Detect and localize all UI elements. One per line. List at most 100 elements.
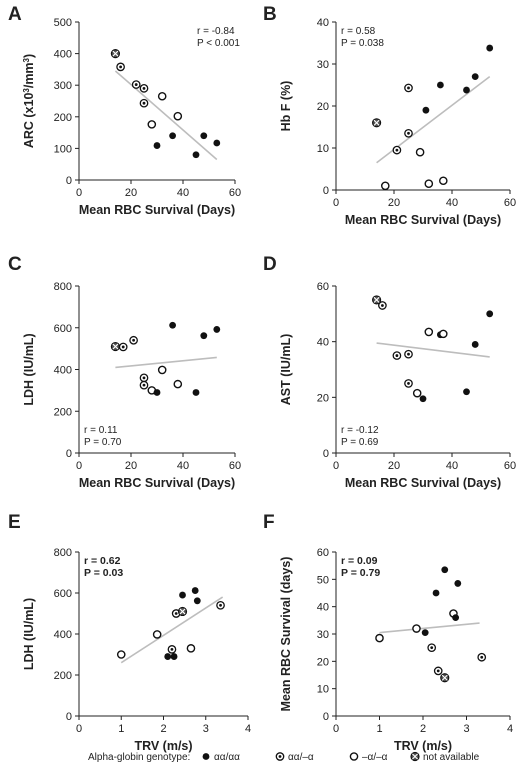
marker-open-circle [173,111,183,121]
x-tick-label: 60 [504,197,516,209]
data-point [463,86,470,94]
marker-filled-dot [437,81,444,89]
y-tick-label: 30 [317,629,329,641]
y-axis-title: Hb F (%) [279,81,293,132]
data-point [147,120,157,129]
data-point [186,644,196,653]
marker-open-circle [173,379,183,389]
y-axis-title: Mean RBC Survival (days) [279,557,293,712]
x-tick-label: 0 [333,460,339,472]
data-point [422,106,430,114]
data-point [129,335,138,345]
y-axis-title-part: LDH (IU/mL) [22,333,36,405]
legend-marker [349,752,359,761]
marker-ring-center [219,603,222,607]
x-axis-title: TRV (m/s) [134,739,192,753]
y-tick-label: 0 [66,711,72,723]
marker-filled-dot [200,132,208,140]
panel-letter: A [8,4,22,25]
data-point [139,373,149,383]
data-point [437,81,444,89]
marker-open-circle [147,120,157,129]
data-point [169,321,177,329]
data-point [372,295,382,305]
y-tick-label: 60 [317,547,329,559]
data-point [404,379,413,388]
y-tick-label: 0 [66,175,72,187]
data-point [454,580,462,587]
data-point [404,128,413,138]
stat-text: r = 0.58 [341,26,376,37]
marker-filled-dot [463,86,470,94]
y-tick-label: 40 [317,337,329,349]
marker-filled-dot [213,326,221,333]
marker-open-circle [349,752,359,761]
marker-filled-dot [441,566,449,574]
x-axis-title: Mean RBC Survival (Days) [345,476,501,490]
x-tick-label: 2 [420,723,426,735]
legend-label: not available [423,752,480,763]
marker-open-circle [412,388,422,398]
y-axis-title-superscript: 3 [22,88,31,93]
data-point [177,606,188,617]
marker-ring-center [142,101,146,105]
x-tick-label: 4 [507,723,513,735]
panel-e: E 0 1 2 3 4 0 200 400 600 800 TRV (m/s) LDH (IU/mL) r… [8,512,251,753]
y-tick-label: 50 [317,574,329,586]
x-tick-label: 2 [160,723,166,735]
marker-filled-dot [202,753,210,760]
marker-ring-center [121,345,125,349]
y-axis-title: ARC (x103/mm3) [22,54,37,148]
y-tick-label: 300 [54,80,72,92]
data-point [153,142,161,149]
legend-item-aa-aa: αα/αα [202,752,240,763]
marker-ring-center [132,338,136,342]
x-tick-label: 40 [446,197,458,209]
marker-ring-center [134,83,138,86]
data-point [110,341,121,352]
stat-text: r = 0.62 [84,555,121,567]
x-tick-label: 40 [177,187,189,199]
stat-text: r = -0.84 [197,26,235,37]
y-tick-label: 20 [317,392,329,404]
marker-filled-dot [452,614,460,621]
regression-line [120,596,224,664]
marker-cross-stroke [373,119,380,126]
marker-filled-dot [454,580,462,587]
y-tick-label: 0 [323,448,329,460]
panel-letter: D [263,254,277,275]
regression-line [379,622,480,634]
regression-line [115,356,217,369]
x-tick-label: 3 [463,723,469,735]
y-axis-title: LDH (IU/mL) [22,598,36,670]
x-axis-title: Mean RBC Survival (Days) [345,213,501,227]
data-point [164,653,172,660]
marker-open-circle [186,644,196,653]
stat-text: P = 0.70 [84,437,122,448]
data-point [191,587,199,594]
data-point [438,329,448,339]
data-point [438,176,448,186]
y-axis-title-superscript: 3 [22,57,31,62]
legend-item-a-a: –α/–α [349,752,388,763]
data-point [157,365,167,375]
y-tick-label: 400 [54,49,72,61]
marker-filled-dot [463,388,470,396]
stat-text: r = 0.09 [341,555,378,567]
data-point [441,566,449,574]
data-point [139,98,149,108]
x-tick-label: 40 [446,460,458,472]
data-point [471,73,479,80]
marker-filled-dot [153,389,161,396]
data-point [412,624,421,633]
marker-ring-center [430,646,434,650]
data-point [349,752,359,761]
marker-ring-center [395,148,399,152]
marker-open-circle [157,91,167,101]
legend-item-aa-a: αα/–α [275,752,314,763]
marker-filled-dot [153,142,161,149]
data-point [131,80,141,89]
